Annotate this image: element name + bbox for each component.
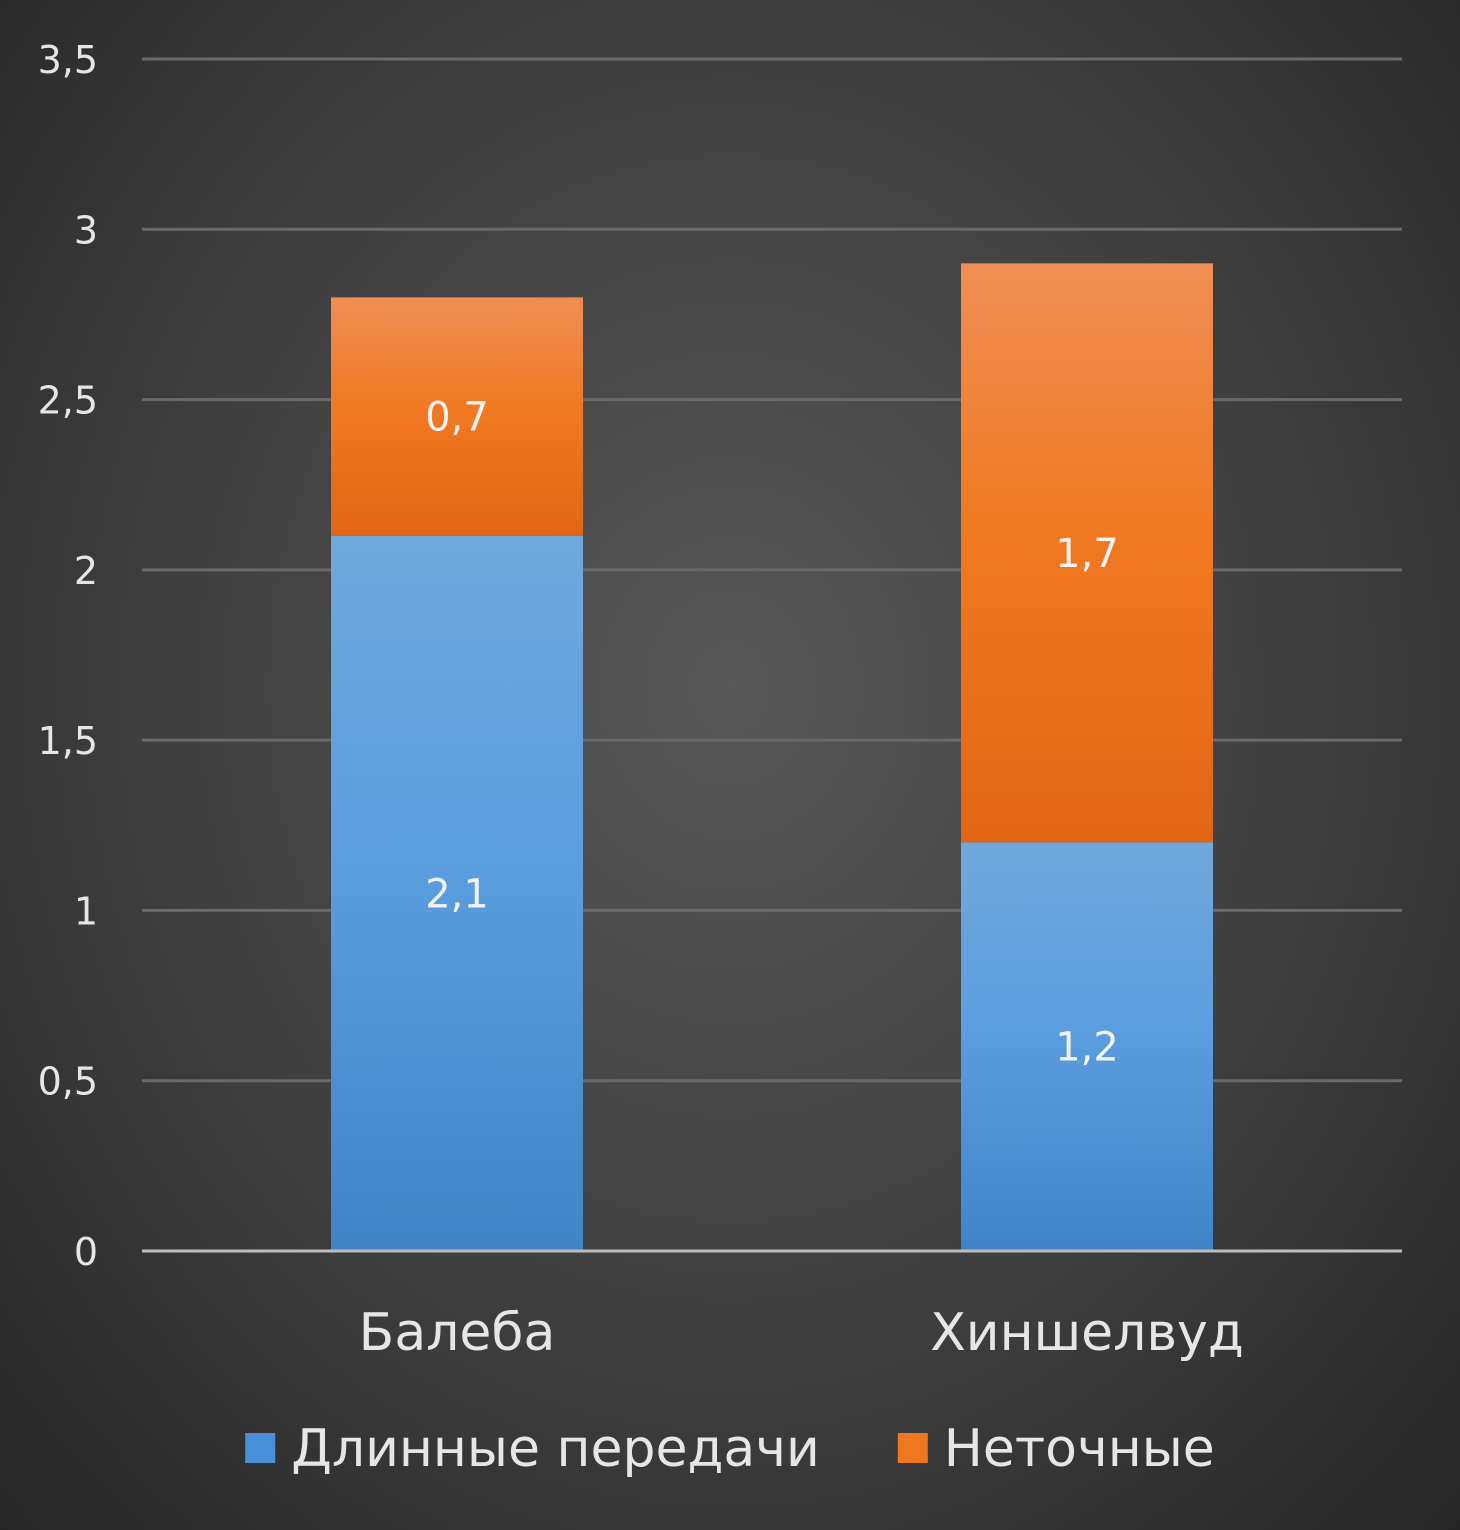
- y-tick-label: 0: [74, 1230, 98, 1274]
- legend-item: Неточные: [897, 1419, 1215, 1479]
- legend-label: Длинные передачи: [291, 1419, 820, 1479]
- y-tick-label: 1: [74, 889, 98, 933]
- bar-segment: [961, 842, 1213, 1251]
- x-axis-categories: Балеба Хиншелвуд: [359, 1303, 1244, 1363]
- data-label: 1,7: [1055, 531, 1119, 577]
- legend: Длинные передачи Неточные: [245, 1419, 1215, 1479]
- legend-item: Длинные передачи: [245, 1419, 820, 1479]
- bars: [331, 263, 1213, 1251]
- y-tick-label: 1,5: [38, 719, 98, 763]
- y-tick-label: 2,5: [38, 379, 98, 423]
- y-tick-label: 2: [74, 549, 98, 593]
- data-label: 0,7: [425, 395, 489, 441]
- bar-segment: [331, 297, 583, 536]
- data-labels: 2,1 0,7 1,2 1,7: [425, 395, 1119, 1071]
- legend-swatch: [897, 1433, 928, 1463]
- y-tick-label: 3: [74, 208, 98, 252]
- y-tick-label: 0,5: [38, 1060, 98, 1104]
- bar-segment: [331, 535, 583, 1251]
- legend-label: Неточные: [944, 1419, 1215, 1479]
- data-label: 2,1: [425, 871, 489, 917]
- legend-swatch: [245, 1433, 276, 1463]
- x-category-label: Хиншелвуд: [930, 1303, 1244, 1363]
- bar-segment: [961, 263, 1213, 843]
- y-axis-ticks: 0 0,5 1 1,5 2 2,5 3 3,5: [38, 38, 98, 1274]
- data-label: 1,2: [1055, 1025, 1119, 1071]
- x-category-label: Балеба: [359, 1303, 556, 1363]
- y-tick-label: 3,5: [38, 38, 98, 82]
